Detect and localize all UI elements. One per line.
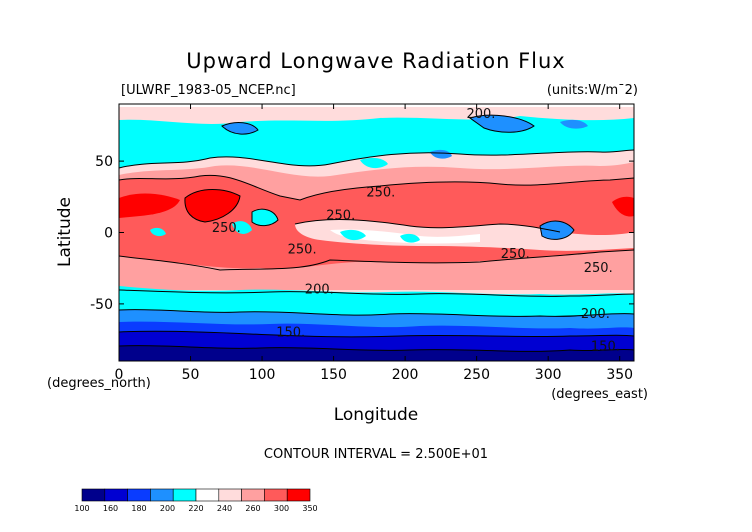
colorbar-level-label: 350 [302, 504, 317, 513]
band-antarctic-navy [119, 345, 634, 361]
colorbar-swatch [150, 488, 174, 502]
colorbar-level-label: 260 [245, 504, 260, 513]
contour-interval-label: CONTOUR INTERVAL = 2.500E+01 [264, 447, 488, 462]
arctic-blue-patch-a [470, 115, 534, 133]
x-unit-label: (degrees_east) [551, 387, 648, 402]
contour-value-label: 200. [305, 283, 334, 298]
x-tick-label: 200 [392, 367, 419, 383]
x-tick-label: 150 [320, 367, 347, 383]
contour-label-group: 250. 250. 250. 250. 200. 200. 150. 250. 250. 200.… [212, 107, 620, 355]
y-tick-label: 0 [104, 226, 113, 242]
y-axis-title: Latitude [55, 197, 75, 267]
contour-value-label: 200. [581, 307, 610, 322]
x-tick-label: 50 [182, 367, 200, 383]
colorbar-swatch [218, 488, 242, 502]
y-unit-label: (degrees_north) [47, 376, 151, 391]
x-tick-label: 250 [463, 367, 490, 383]
colorbar-swatch [127, 488, 151, 502]
x-tick-label: 0 [115, 367, 124, 383]
chart-title: Upward Longwave Radiation Flux [186, 49, 565, 73]
x-tick-label: 350 [606, 367, 633, 383]
contour-value-label: 250. [501, 247, 530, 262]
colorbar-swatch [104, 488, 128, 502]
x-axis: 0 50 100 150 200 250 300 350 [115, 104, 633, 383]
colorbar-swatch [286, 488, 311, 502]
y-tick-label: 50 [95, 154, 113, 170]
units-label: (units:W/m¯2) [547, 83, 638, 98]
hot-spot-arabia [184, 189, 240, 222]
colorbar: 100 160 180 200 220 240 260 300 350 [74, 488, 318, 513]
convection-blue-b [540, 221, 574, 240]
contour-value-label: 200. [466, 107, 495, 122]
contour-value-label: 250. [584, 261, 613, 276]
x-axis-title: Longitude [334, 405, 419, 425]
source-file-label: [ULWRF_1983-05_NCEP.nc] [121, 83, 296, 98]
x-tick-label: 300 [535, 367, 562, 383]
colorbar-level-label: 240 [217, 504, 232, 513]
y-tick-label: -50 [90, 297, 113, 313]
colorbar-level-label: 160 [103, 504, 118, 513]
contour-value-label: 150. [591, 340, 620, 355]
colorbar-swatch [172, 488, 197, 502]
y-axis: -50 0 50 [90, 154, 634, 313]
colorbar-swatch [264, 488, 288, 502]
colorbar-level-label: 220 [188, 504, 203, 513]
hot-spot-sahara-west [119, 193, 180, 218]
contour-value-label: 250. [366, 186, 395, 201]
contour-value-label: 250. [288, 243, 317, 258]
colorbar-swatch [195, 488, 220, 502]
arctic-pink-cap [119, 104, 634, 124]
contour-value-label: 250. [212, 221, 241, 236]
contour-value-label: 250. [326, 208, 355, 223]
itcz-pink-band [295, 219, 634, 251]
contour-lines [119, 114, 634, 352]
convection-cyan-a [252, 209, 278, 226]
contour-value-label: 150. [276, 325, 305, 340]
colorbar-level-label: 100 [74, 504, 89, 513]
heatmap-field [119, 104, 634, 361]
colorbar-level-label: 300 [274, 504, 289, 513]
colorbar-level-label: 180 [131, 504, 146, 513]
colorbar-level-label: 200 [160, 504, 175, 513]
hot-spot-east [612, 196, 634, 217]
x-tick-label: 100 [249, 367, 276, 383]
colorbar-swatch [81, 488, 106, 502]
colorbar-swatch [241, 488, 265, 502]
